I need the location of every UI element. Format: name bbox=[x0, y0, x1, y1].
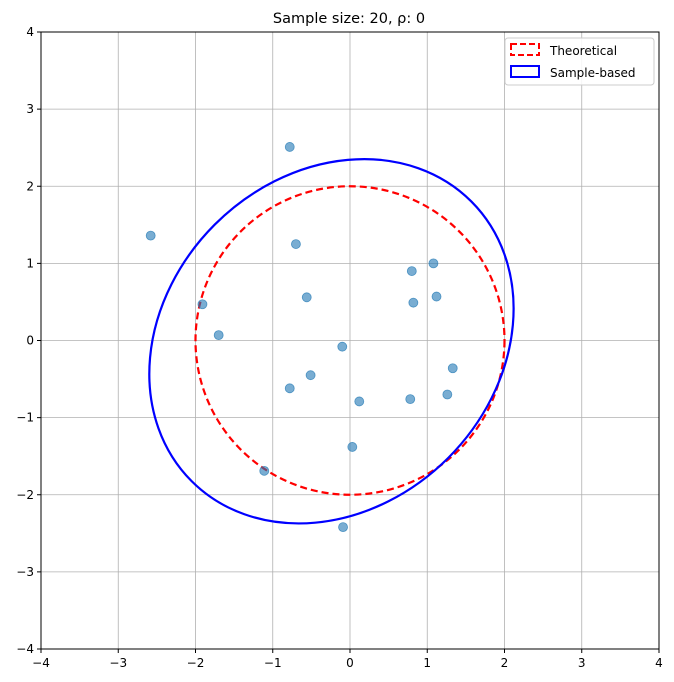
ellipse-theoretical bbox=[194, 185, 506, 496]
scatter-point bbox=[301, 292, 312, 303]
scatter-point bbox=[428, 258, 439, 269]
x-tick-label: −3 bbox=[109, 656, 127, 670]
y-tick-label: −3 bbox=[16, 565, 34, 579]
y-tick-label: 2 bbox=[26, 179, 34, 193]
x-tick-label: 1 bbox=[423, 656, 431, 670]
scatter-point bbox=[197, 299, 208, 310]
scatter-point bbox=[337, 341, 348, 352]
y-tick-label: −1 bbox=[16, 411, 34, 425]
grid-lines bbox=[40, 31, 660, 650]
scatter-point bbox=[291, 239, 301, 249]
scatter-point bbox=[354, 396, 365, 407]
scatter-point bbox=[431, 291, 442, 302]
scatter-point bbox=[145, 230, 156, 241]
y-tick-label: −2 bbox=[16, 488, 34, 502]
x-tick-label: 0 bbox=[346, 656, 354, 670]
scatter-point bbox=[406, 266, 417, 276]
ellipse-sample-based bbox=[148, 158, 515, 525]
scatter-point bbox=[405, 394, 416, 405]
chart-title: Sample size: 20, ρ: 0 bbox=[273, 11, 425, 27]
y-tick-label: 0 bbox=[26, 334, 34, 348]
scatter-point bbox=[284, 142, 295, 152]
x-tick-label: 2 bbox=[501, 656, 509, 670]
y-axis-ticks: −4 −3 −2 −1 0 1 2 3 4 bbox=[16, 25, 41, 656]
scatter-point bbox=[259, 465, 270, 476]
x-tick-label: 4 bbox=[655, 656, 663, 670]
legend: Theoretical Sample-based bbox=[504, 37, 655, 86]
scatter-point bbox=[442, 389, 453, 400]
scatter-point bbox=[347, 442, 358, 452]
y-tick-label: −4 bbox=[16, 642, 34, 656]
x-tick-label: 3 bbox=[578, 656, 586, 670]
legend-box bbox=[504, 37, 655, 86]
x-tick-label: −4 bbox=[32, 656, 50, 670]
legend-swatch-theoretical bbox=[510, 43, 540, 56]
legend-label-theoretical: Theoretical bbox=[549, 44, 617, 58]
scatter-point bbox=[408, 297, 419, 308]
scatter-points bbox=[145, 142, 458, 533]
scatter-point bbox=[338, 522, 348, 533]
ellipses bbox=[148, 158, 515, 525]
y-tick-label: 1 bbox=[26, 256, 34, 270]
scatter-point bbox=[284, 383, 295, 394]
legend-swatch-sample-based bbox=[510, 65, 540, 78]
scatter-point bbox=[305, 370, 316, 381]
y-tick-label: 3 bbox=[26, 102, 34, 116]
y-tick-label: 4 bbox=[26, 25, 34, 39]
x-tick-label: −1 bbox=[264, 656, 282, 670]
legend-label-sample-based: Sample-based bbox=[550, 66, 636, 80]
x-tick-label: −2 bbox=[187, 656, 205, 670]
scatter-point bbox=[213, 330, 224, 341]
scatter-point bbox=[447, 363, 458, 374]
x-axis-ticks: −4 −3 −2 −1 0 1 2 3 4 bbox=[32, 649, 663, 670]
